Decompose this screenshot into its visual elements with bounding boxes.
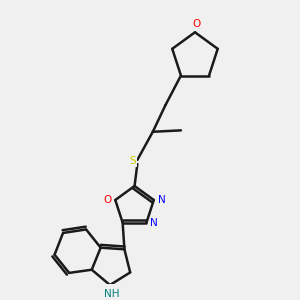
Text: NH: NH	[104, 289, 120, 299]
Text: S: S	[130, 156, 136, 166]
Text: O: O	[192, 20, 200, 29]
Text: O: O	[103, 195, 112, 205]
Text: N: N	[150, 218, 158, 228]
Text: N: N	[158, 195, 166, 205]
